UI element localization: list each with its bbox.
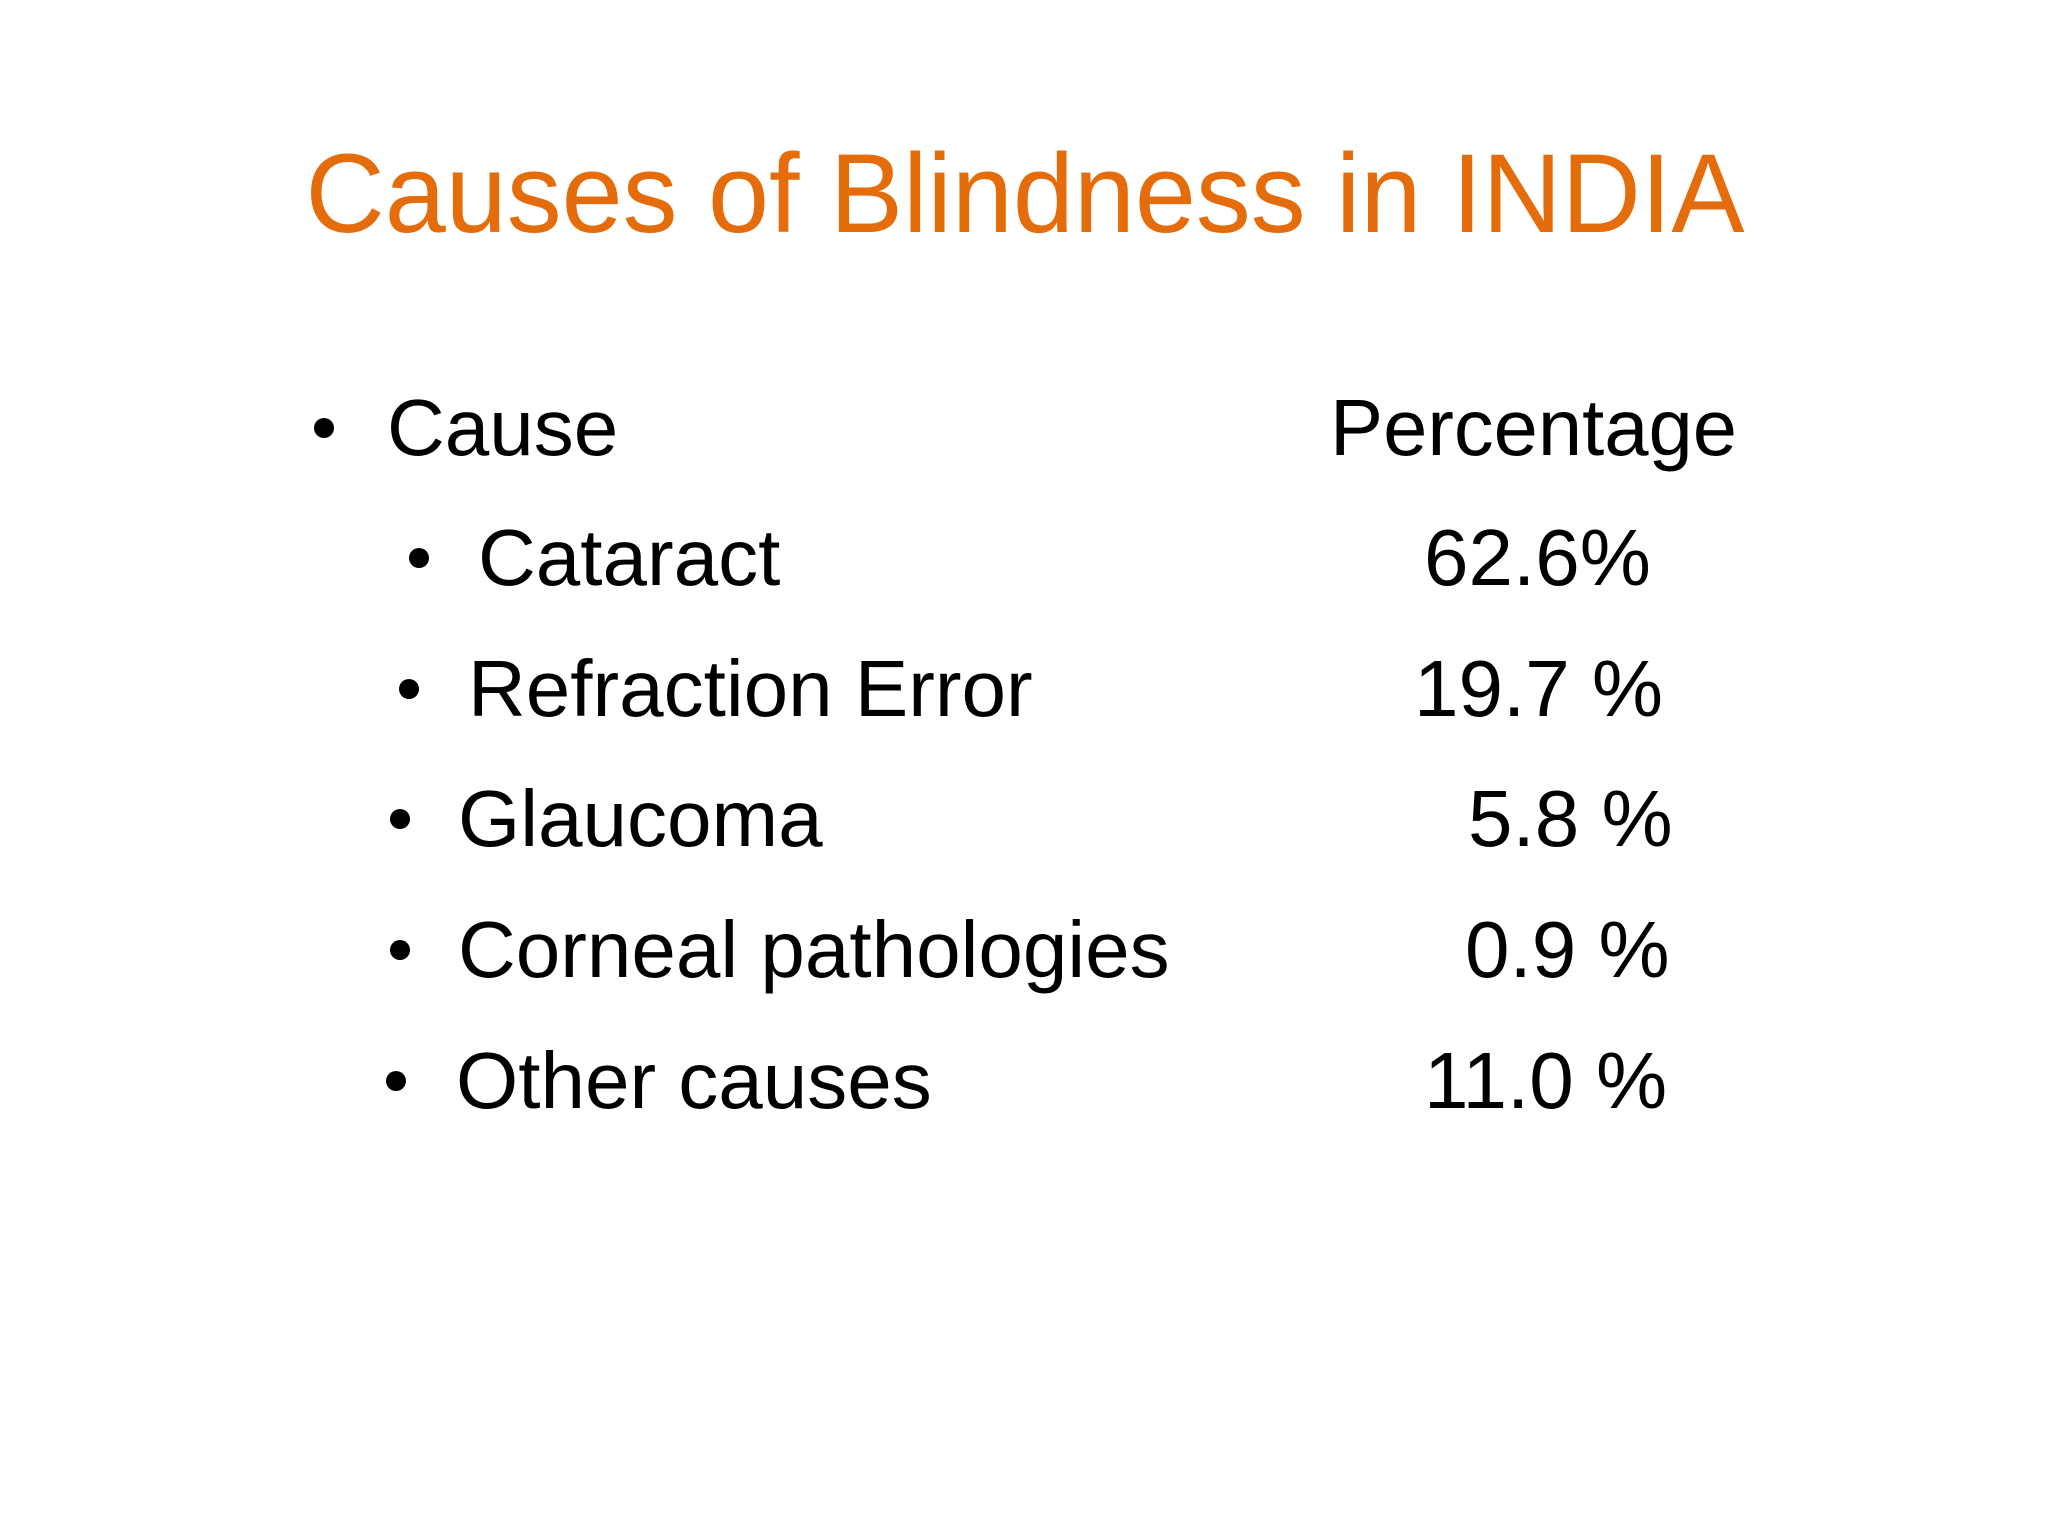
bullet — [409, 548, 429, 568]
item-cause: Other causes — [456, 1036, 932, 1125]
item-percentage: 19.7 % — [1414, 644, 1663, 733]
item-list: Cataract 62.6% Refraction Error 19.7 % Glauc… — [386, 513, 1673, 1125]
bullet — [386, 1071, 406, 1091]
item-percentage: 0.9 % — [1465, 905, 1670, 994]
item-cause: Refraction Error — [468, 644, 1033, 733]
bullet — [314, 418, 334, 438]
header-cause: Cause — [387, 383, 618, 472]
header-percentage: Percentage — [1330, 383, 1737, 472]
item-percentage: 11.0 % — [1424, 1036, 1667, 1125]
item-percentage: 62.6% — [1424, 513, 1651, 602]
bullet — [399, 679, 419, 699]
slide-title: Causes of Blindness in INDIA — [306, 131, 1745, 256]
bullet — [390, 809, 410, 829]
bullet — [390, 940, 410, 960]
item-percentage: 5.8 % — [1468, 774, 1673, 863]
item-cause: Cataract — [478, 513, 780, 602]
item-cause: Corneal pathologies — [458, 905, 1170, 994]
item-cause: Glaucoma — [458, 774, 823, 863]
